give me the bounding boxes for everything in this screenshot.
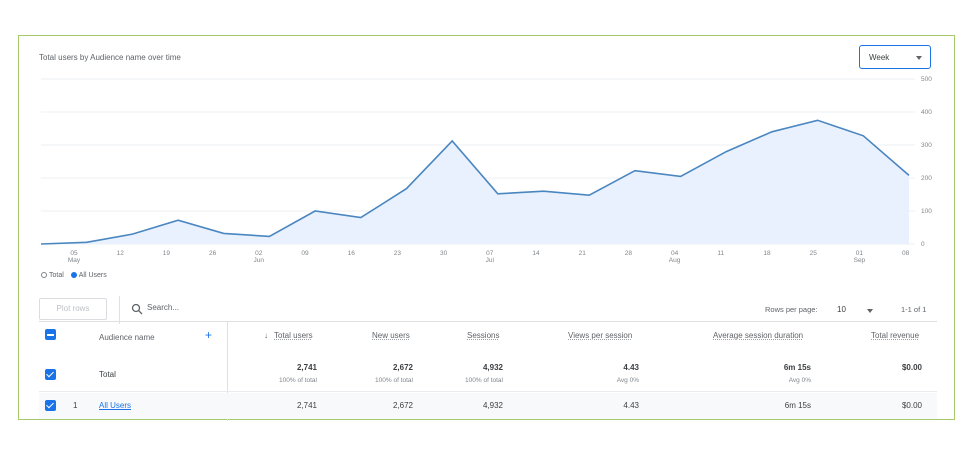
x-tick-month: May [68,257,81,264]
rows-per-page-label: Rows per page: [765,305,818,314]
chevron-down-icon[interactable] [867,309,873,313]
period-select[interactable]: Week [859,45,931,69]
table-divider [39,321,937,322]
header-average-session-duration[interactable]: Average session duration [713,331,804,340]
x-tick-label: 09 [301,250,309,257]
x-tick-label: 11 [717,250,724,257]
x-tick-label: 26 [209,250,217,257]
header-total-revenue[interactable]: Total revenue [871,331,920,340]
x-tick-label: 14 [532,250,540,257]
x-tick-label: 28 [625,250,633,257]
x-tick-label: 07 [486,250,494,257]
x-tick-label: 19 [163,250,171,257]
row-divider [39,391,937,392]
audience-link-all-users[interactable]: All Users [99,401,132,410]
new-users-sub: 100% of total [375,377,413,384]
legend-total[interactable]: Total [41,272,66,279]
y-tick-label: 200 [921,175,932,182]
row-checkbox[interactable] [45,400,56,411]
revenue-value: $0.00 [901,363,922,372]
add-dimension-icon[interactable]: + [205,328,213,342]
header-audience-name[interactable]: Audience name [99,333,155,342]
total-row-label: Total [99,370,116,379]
x-tick-month: Jul [486,257,495,264]
pagination-label: 1-1 of 1 [901,305,927,314]
row-index: 1 [73,401,78,410]
y-tick-label: 100 [921,208,932,215]
chart-title: Total users by Audience name over time [39,53,181,62]
header-total-users[interactable]: Total users [274,331,313,340]
y-tick-label: 300 [921,142,932,149]
x-tick-label: 30 [440,250,448,257]
divider [119,296,120,324]
sort-down-icon[interactable]: ↓ [264,331,268,340]
search-input[interactable]: Search... [147,303,180,312]
legend-all-users[interactable]: All Users [70,272,107,279]
plot-rows-button[interactable]: Plot rows [39,298,107,320]
x-tick-label: 21 [579,250,587,257]
x-tick-month: Aug [669,257,681,264]
circle-filled-icon [70,272,77,279]
search-icon [131,303,143,315]
row-avg-session: 6m 15s [784,401,811,410]
sessions-value: 4,932 [482,363,503,372]
y-tick-label: 400 [921,109,932,116]
column-divider [227,321,228,421]
new-users-value: 2,672 [392,363,413,372]
header-new-users[interactable]: New users [372,331,410,340]
chart-legend: Total All Users [41,272,112,279]
x-tick-label: 08 [902,250,910,257]
row-revenue: $0.00 [901,401,922,410]
x-tick-label: 05 [70,250,78,257]
total-users-sub: 100% of total [279,377,317,384]
total-users-value: 2,741 [296,363,317,372]
x-tick-label: 02 [255,250,263,257]
header-views-per-session[interactable]: Views per session [568,331,633,340]
row-new-users: 2,672 [392,401,413,410]
total-row-checkbox[interactable] [45,369,56,380]
row-sessions: 4,932 [482,401,503,410]
y-tick-label: 0 [921,241,925,248]
x-tick-month: Jun [254,257,265,264]
sessions-sub: 100% of total [465,377,503,384]
header-sessions[interactable]: Sessions [467,331,500,340]
period-select-value: Week [869,53,890,62]
x-tick-label: 23 [394,250,402,257]
table-toolbar: Plot rows Search... Rows per page: 10 1-… [39,296,939,324]
row-total-users: 2,741 [296,401,317,410]
x-tick-label: 18 [763,250,771,257]
all-users-line [40,119,910,245]
y-tick-label: 500 [921,76,932,83]
x-tick-label: 12 [117,250,125,257]
chevron-down-icon [916,56,922,60]
x-tick-label: 16 [348,250,356,257]
x-tick-label: 04 [671,250,679,257]
row-views-per-session: 4.43 [623,401,639,410]
views-per-session-value: 4.43 [623,363,639,372]
views-per-session-sub: Avg 0% [616,377,639,384]
avg-session-sub: Avg 0% [788,377,811,384]
report-card: Total users by Audience name over time W… [18,35,955,421]
select-all-checkbox[interactable] [45,329,56,340]
table-row [39,393,937,419]
x-tick-label: 01 [856,250,864,257]
avg-session-value: 6m 15s [783,363,811,372]
x-tick-month: Sep [854,257,866,264]
all-users-area [41,120,909,244]
circle-outline-icon [41,272,47,279]
x-tick-label: 25 [810,250,818,257]
rows-per-page-select[interactable]: 10 [837,305,846,314]
